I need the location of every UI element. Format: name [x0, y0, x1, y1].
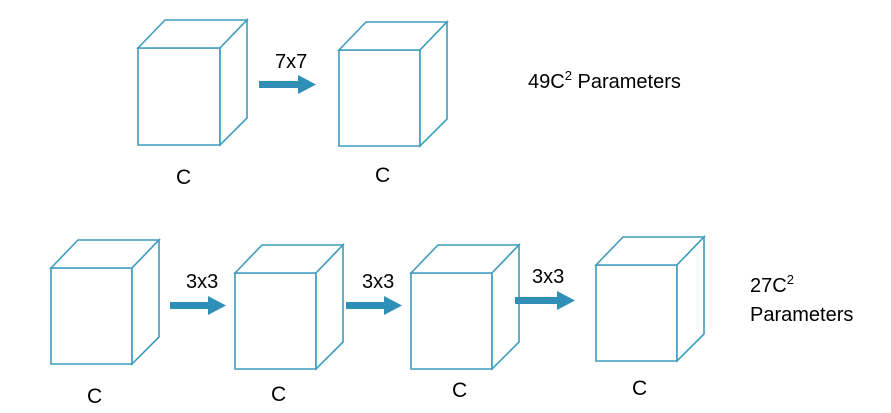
- cube-channel-label: C: [176, 166, 191, 189]
- cube-side-face: [491, 243, 520, 371]
- cube-side-face: [419, 20, 448, 148]
- kernel-size-label: 3x3: [532, 266, 564, 288]
- feature-map-cube: [594, 235, 706, 363]
- arrow-head: [298, 75, 316, 94]
- kernel-size-label: 3x3: [362, 271, 394, 293]
- parameter-count: 49C2 Parameters: [528, 68, 681, 93]
- cube-channel-label: C: [87, 385, 102, 408]
- arrow-head: [384, 296, 402, 315]
- feature-map-cube: [233, 243, 345, 371]
- parameter-label-line2: Parameters: [750, 304, 853, 326]
- cube-side-face: [219, 18, 248, 147]
- cube-side-face: [315, 243, 344, 371]
- param-suffix: Parameters: [572, 71, 681, 93]
- feature-map-cube: [337, 20, 449, 148]
- cube-channel-label: C: [632, 377, 647, 400]
- arrow-shaft: [515, 297, 561, 304]
- kernel-size-label: 3x3: [186, 271, 218, 293]
- cube-channel-label: C: [375, 164, 390, 187]
- cube-front-face: [137, 47, 221, 146]
- param-superscript: 2: [565, 68, 572, 83]
- cube-channel-label: C: [271, 383, 286, 406]
- arrow-shaft: [170, 302, 212, 309]
- conv-arrow: [346, 296, 402, 315]
- cube-front-face: [595, 264, 678, 362]
- row-stacked-3x3: C 3x3 C 3x3 C 3x: [49, 235, 853, 408]
- arrow-shaft: [346, 302, 388, 309]
- arrow-shaft: [259, 81, 302, 88]
- arrow-head: [208, 296, 226, 315]
- conv-arrow: [259, 75, 316, 94]
- feature-map-cube: [409, 243, 521, 371]
- feature-map-cube: [136, 18, 249, 147]
- feature-map-cube: [49, 238, 161, 366]
- cube-front-face: [338, 49, 421, 147]
- arrow-head: [557, 291, 575, 310]
- conv-arrow: [170, 296, 226, 315]
- cube-channel-label: C: [452, 379, 467, 402]
- param-prefix: 49C: [528, 71, 565, 93]
- param-superscript: 2: [787, 272, 794, 287]
- cube-front-face: [234, 272, 317, 370]
- param-prefix: 27C: [750, 275, 787, 297]
- conv-arrow: [515, 291, 575, 310]
- parameter-count: 27C2: [750, 272, 794, 297]
- cube-front-face: [50, 267, 133, 365]
- kernel-size-label: 7x7: [275, 51, 307, 73]
- cube-front-face: [410, 272, 493, 370]
- cube-side-face: [131, 238, 160, 366]
- cube-side-face: [676, 235, 705, 363]
- row-single-7x7: C 7x7 C 49C2 Parameters: [136, 18, 681, 189]
